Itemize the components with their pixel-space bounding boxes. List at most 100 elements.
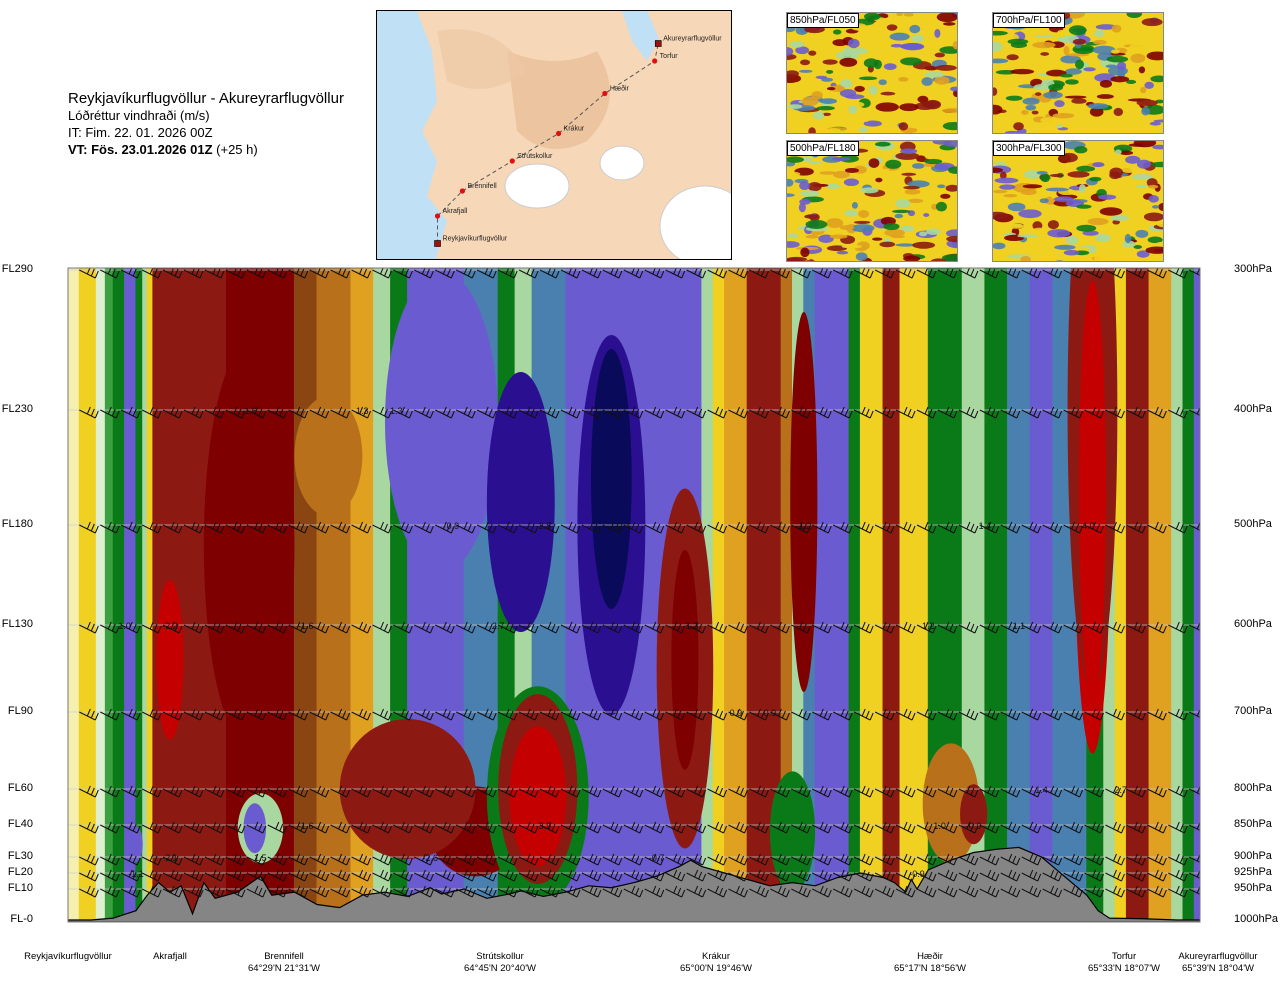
value-label: -1.2 — [796, 521, 812, 531]
wind-barb — [141, 853, 162, 866]
wind-barb — [476, 821, 497, 834]
wind-barb — [937, 708, 958, 721]
wind-barb — [623, 821, 644, 834]
thumbnail-cell — [1022, 97, 1040, 105]
wind-barb — [1000, 885, 1021, 898]
wind-barb — [1042, 521, 1063, 534]
wind-barb — [1063, 821, 1084, 834]
glacier — [659, 185, 731, 259]
thumbnail-cell — [895, 198, 911, 208]
wind-barb — [539, 853, 560, 866]
wind-barb — [518, 521, 539, 534]
wind-barb — [916, 621, 937, 634]
thumbnail-cell — [1151, 161, 1163, 168]
wind-barb — [330, 853, 351, 866]
wind-barb — [120, 521, 141, 534]
heatmap-band — [1007, 268, 1031, 922]
heatmap-cell — [960, 784, 988, 845]
wind-barb — [414, 869, 434, 882]
wind-barb — [372, 406, 392, 419]
thumbnail-cell — [946, 229, 957, 238]
location-label: Krákur 65°00'N 19°46'W — [656, 951, 776, 975]
thumbnail-cell — [800, 247, 810, 258]
thumbnail-300[interactable]: 300hPa/FL300 — [992, 140, 1164, 262]
heatmap-field: -1.6 1.3 1.3 0.9 -2.8 -2.4 -1.2 1.4 -4.0 1.0 -2.2 -… — [68, 268, 1200, 922]
wind-barb — [1000, 821, 1021, 834]
thumbnail-cell — [994, 177, 1019, 184]
wind-barb — [623, 853, 644, 866]
wind-barb — [1168, 885, 1188, 898]
wind-barb — [560, 268, 581, 279]
wind-barb — [476, 869, 497, 882]
wind-barb — [812, 885, 832, 898]
waypoint-marker — [509, 158, 515, 164]
thumbnail-cell — [798, 202, 806, 213]
wind-barb — [1063, 406, 1084, 419]
wind-barb — [812, 785, 832, 798]
wind-barb — [1084, 821, 1104, 834]
thumbnail-850[interactable]: 850hPa/FL050 — [786, 12, 958, 134]
thumbnail-cell — [787, 156, 804, 163]
thumbnail-cell — [1126, 13, 1143, 19]
wind-barb — [602, 521, 623, 534]
thumbnail-cell — [1009, 158, 1017, 162]
thumbnail-cell — [1065, 235, 1079, 246]
thumbnail-cell — [1093, 39, 1107, 45]
wind-barb — [1147, 621, 1167, 634]
wind-barb — [393, 785, 413, 798]
thumbnail-cell — [1094, 29, 1105, 38]
wind-barb — [100, 621, 120, 634]
wind-barb — [728, 406, 748, 419]
flight-level-label: FL230 — [1, 403, 33, 415]
pressure-label: 700hPa — [1234, 705, 1272, 717]
thumbnail-cell — [1122, 240, 1136, 249]
wind-barb — [393, 521, 413, 534]
wind-barb — [686, 869, 707, 882]
wind-barb — [749, 621, 769, 634]
thumbnail-cell — [1048, 83, 1064, 91]
wind-barb — [330, 821, 351, 834]
wind-barb — [937, 869, 958, 882]
wind-barb — [330, 406, 351, 419]
thumbnail-cell — [1146, 51, 1163, 61]
wind-barb — [895, 708, 916, 721]
thumbnail-cell — [858, 209, 870, 218]
init-time: IT: Fim. 22. 01. 2026 00Z — [68, 125, 213, 140]
wind-barb — [1021, 406, 1042, 419]
thumbnail-700[interactable]: 700hPa/FL100 — [992, 12, 1164, 134]
thumbnail-cell — [901, 172, 917, 176]
thumbnail-cell — [1097, 194, 1117, 200]
wind-barb — [581, 821, 602, 834]
wind-barb — [581, 853, 602, 866]
wind-barb — [518, 821, 539, 834]
wind-barb — [1042, 708, 1063, 721]
value-label: 1.0 — [933, 821, 946, 831]
heatmap-cell — [590, 349, 632, 609]
thumbnail-cell — [907, 180, 930, 188]
thumbnail-cell — [840, 79, 853, 89]
heatmap-cell — [509, 726, 567, 867]
wind-barb — [874, 785, 895, 798]
pressure-label: 300hPa — [1234, 263, 1272, 275]
thumbnail-cell — [787, 256, 808, 261]
wind-barb — [812, 853, 832, 866]
thumbnail-500[interactable]: 500hPa/FL180 — [786, 140, 958, 262]
thumbnail-cell — [789, 40, 805, 48]
thumbnail-cell — [918, 231, 928, 237]
thumbnail-cell — [1135, 229, 1149, 238]
thumbnail-cell — [1082, 230, 1099, 236]
wind-barb — [351, 869, 372, 882]
thumbnail-cell — [1149, 27, 1163, 36]
map-highlands — [507, 51, 610, 149]
wind-barb — [686, 885, 707, 898]
map-sea — [377, 211, 437, 259]
wind-barb — [1084, 853, 1104, 866]
thumbnail-cell — [885, 159, 902, 169]
thumbnail-cell — [934, 52, 946, 58]
thumbnail-cell — [859, 187, 879, 194]
thumbnail-cell — [805, 219, 828, 230]
wind-barb — [162, 708, 183, 721]
thumbnail-cell — [1083, 67, 1096, 72]
thumbnail-cell — [941, 108, 957, 113]
wind-barb — [79, 621, 99, 634]
